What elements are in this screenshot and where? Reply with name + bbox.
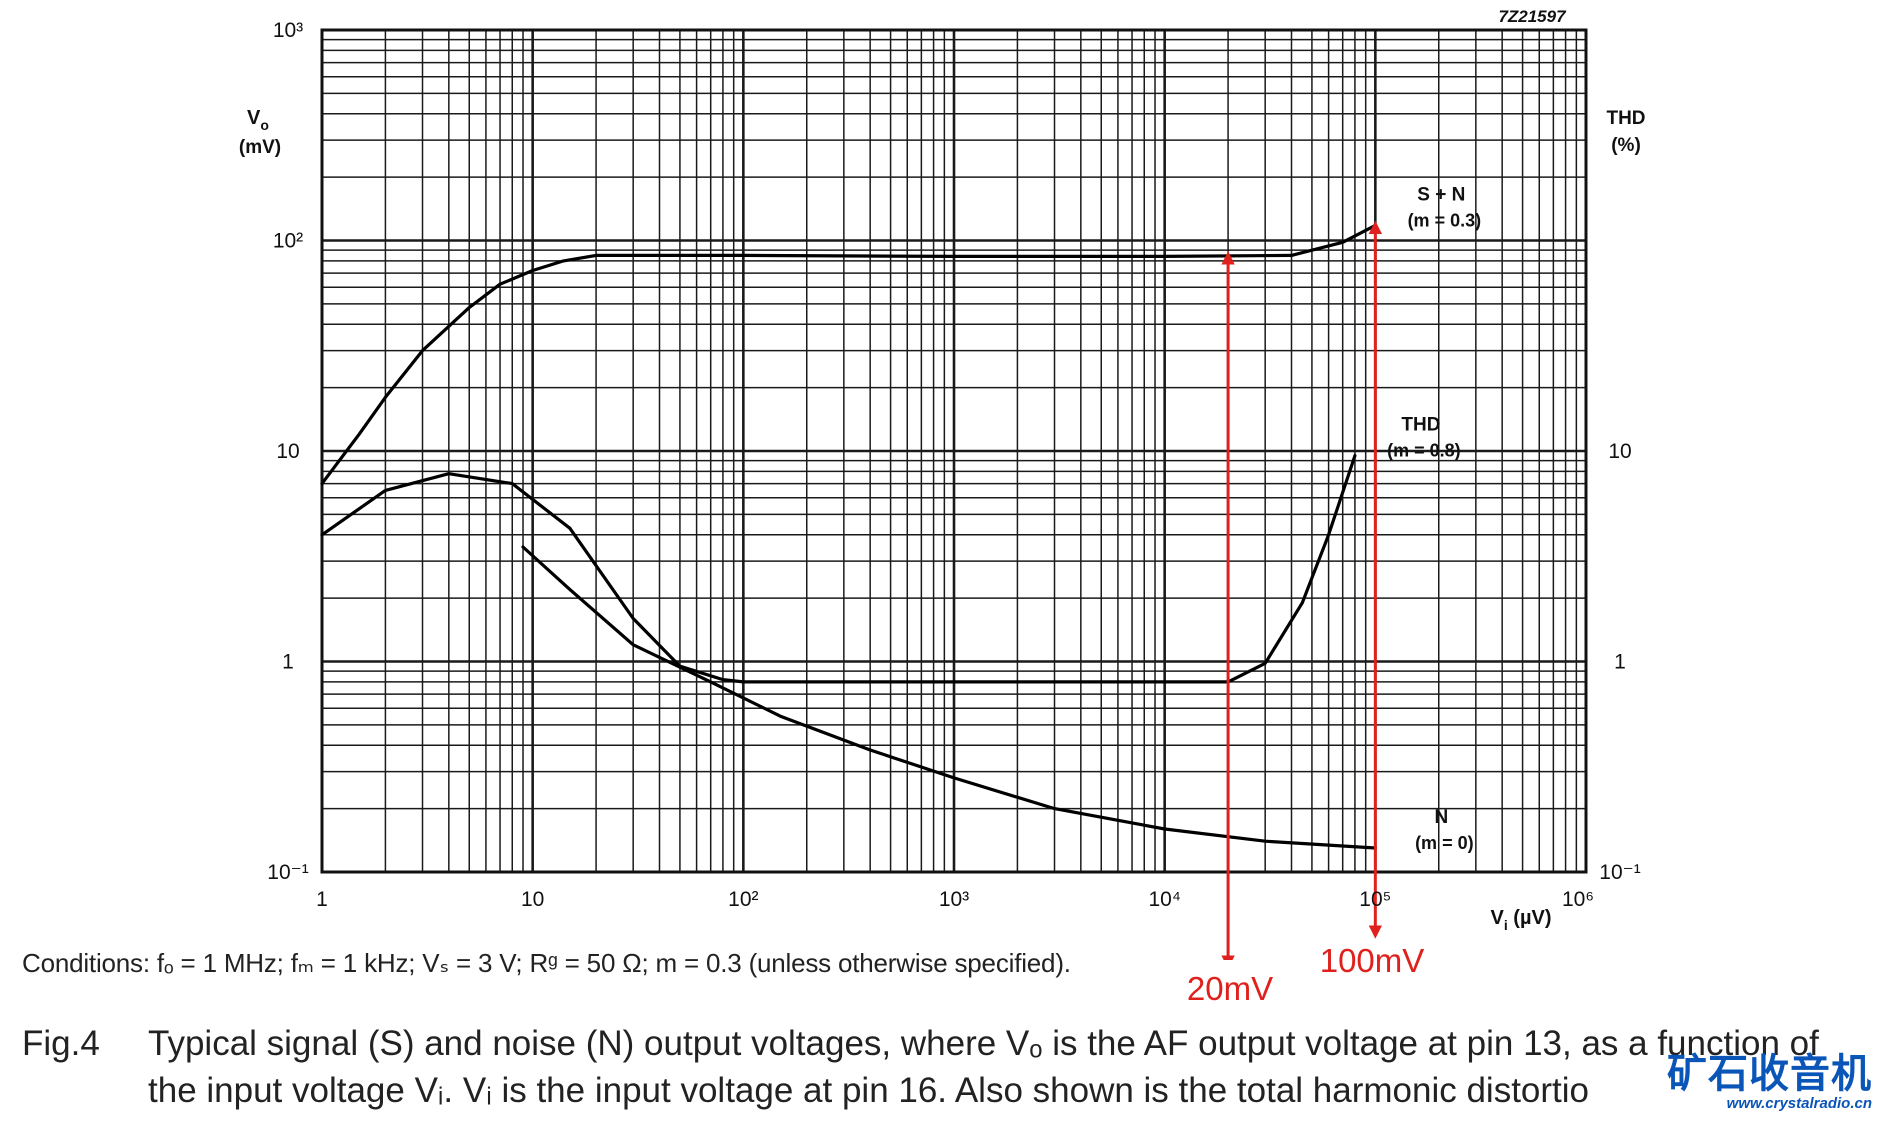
y-tick-label-left: 10² (273, 230, 303, 253)
chart-marks (320, 220, 1383, 960)
figure-number: Fig.4 (22, 1024, 100, 1063)
x-tick-label: 1 (316, 888, 328, 911)
signal-noise-chart: S + N (m = 0.3) THD (m = 0.8) N (m = 0) 1 10 10²… (239, 7, 1646, 960)
x-tick-label: 10⁴ (1148, 888, 1180, 911)
watermark-url: www.crystalradio.cn (1726, 1095, 1872, 1112)
y-axis-unit-right: (%) (1611, 135, 1641, 156)
figure-code: 7Z21597 (1498, 7, 1567, 26)
conditions-text: Conditions: fₒ = 1 MHz; fₘ = 1 kHz; Vₛ =… (22, 948, 1071, 978)
y-tick-label-left: 1 (282, 651, 294, 674)
series-label-param: (m = 0.3) (1408, 210, 1482, 230)
x-axis-label: Vi (µV) (1491, 907, 1552, 933)
site-watermark: 矿石收音机 www.crystalradio.cn (1667, 1053, 1872, 1113)
series-line-thd (320, 454, 1357, 684)
series-line-n (521, 545, 1377, 850)
y-axis-label: Vo (247, 107, 269, 133)
series-label: N (1434, 807, 1448, 828)
x-tick-label: 10² (728, 888, 758, 911)
series-line-s-n (320, 223, 1377, 486)
watermark-title: 矿石收音机 (1667, 1052, 1872, 1096)
series-label: S + N (1417, 184, 1465, 205)
y-tick-label-left: 10 (276, 440, 299, 463)
caption-body: Typical signal (S) and noise (N) output … (148, 1024, 1819, 1110)
x-tick-label: 10⁶ (1562, 888, 1594, 911)
x-tick-label: 10 (521, 888, 544, 911)
y-tick-label-right: 10⁻¹ (1599, 861, 1640, 884)
y-tick-label-right: 1 (1614, 651, 1626, 674)
y-axis-unit: (mV) (239, 137, 281, 158)
x-tick-label: 10³ (939, 888, 969, 911)
y-axis-label-right: THD (1606, 108, 1645, 129)
series-label: THD (1401, 415, 1440, 436)
series-label-param: (m = 0) (1415, 833, 1474, 853)
y-tick-label-left: 10³ (273, 19, 303, 42)
plot-frame (320, 28, 1588, 874)
series-label-param: (m = 0.8) (1387, 441, 1461, 461)
y-tick-label-right: 10 (1608, 440, 1631, 463)
chart-texts: S + N (m = 0.3) THD (m = 0.8) N (m = 0) 1 10 10²… (239, 7, 1646, 933)
x-tick-label: 10⁵ (1359, 888, 1391, 911)
y-tick-label-left: 10⁻¹ (267, 861, 308, 884)
